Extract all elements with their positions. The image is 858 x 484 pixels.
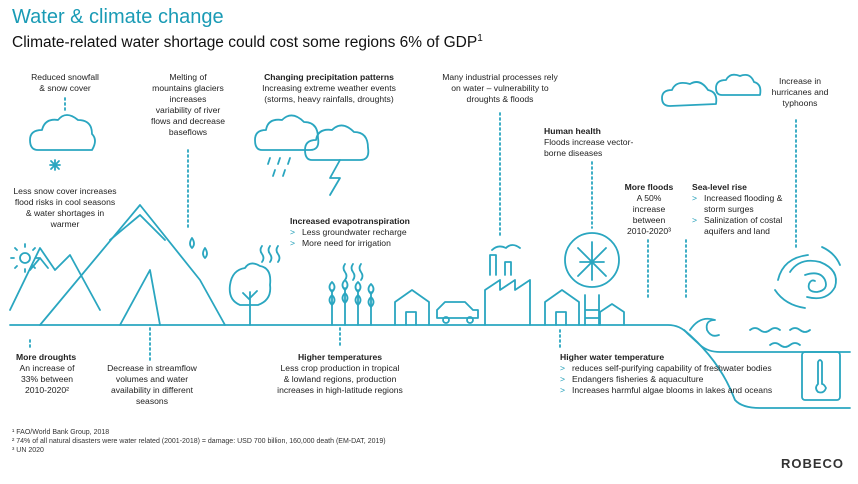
river-line <box>683 329 851 409</box>
hurricane-icon <box>774 246 841 309</box>
label-temperatures: Higher temperatures Less crop production… <box>277 352 403 395</box>
house-icon <box>599 303 625 326</box>
rain-cloud-icon <box>254 114 320 177</box>
label-droughts: More droughts An increase of 33% between 2… <box>16 352 77 395</box>
heat-waves-icon <box>342 263 364 281</box>
label-industrial: Many industrial processes rely on water –… <box>442 72 558 104</box>
tree-icon <box>228 262 272 326</box>
brand-logo: ROBECO <box>780 456 844 471</box>
label-snowfall: Reduced snowfall & snow cover <box>31 72 99 93</box>
page-subtitle: Climate-related water shortage could cos… <box>12 33 483 52</box>
mountain-icon <box>39 204 226 326</box>
clouds-icon <box>661 73 762 107</box>
wheat-icon <box>328 279 375 326</box>
label-hurricanes: Increase in hurricanes and typhoons <box>771 76 829 108</box>
label-precipitation: Changing precipitation patterns Increasi… <box>262 72 396 104</box>
ground-line <box>9 324 851 353</box>
footnotes: ¹ FAO/World Bank Group, 2018 ² 74% of al… <box>12 429 386 454</box>
label-floods: More floods A 50% increase between 2010-20… <box>624 182 674 236</box>
sun-icon <box>10 243 40 273</box>
label-snowcover: Less snow cover increases flood risks in … <box>13 186 117 229</box>
label-sea-level: Sea-level rise Increased flooding & stor… <box>692 182 784 237</box>
label-water-temperature: Higher water temperature reduces self-pu… <box>560 352 800 396</box>
mosquito-icon <box>564 232 620 288</box>
glacier-drops-icon <box>189 237 208 259</box>
house-icon <box>544 289 580 326</box>
waves-icon <box>689 317 811 348</box>
heat-waves-icon <box>259 245 281 263</box>
floodgate-icon <box>584 294 600 326</box>
label-evapotranspiration: Increased evapotranspiration Less ground… <box>290 216 440 249</box>
rain-cloud-icon <box>304 124 370 161</box>
car-icon <box>436 301 479 324</box>
label-glaciers: Melting of mountains glaciers increases va… <box>150 72 226 137</box>
label-human-health: Human health Floods increase vector-born… <box>544 126 634 158</box>
thermometer-icon <box>801 351 841 401</box>
label-streamflow: Decrease in streamflow volumes and water … <box>107 363 197 406</box>
page-title: Water & climate change <box>12 6 224 28</box>
snow-cloud-icon <box>29 114 96 171</box>
mountain-icon <box>9 247 101 311</box>
house-icon <box>394 289 430 326</box>
factory-icon <box>484 244 531 326</box>
lightning-icon <box>329 159 341 196</box>
